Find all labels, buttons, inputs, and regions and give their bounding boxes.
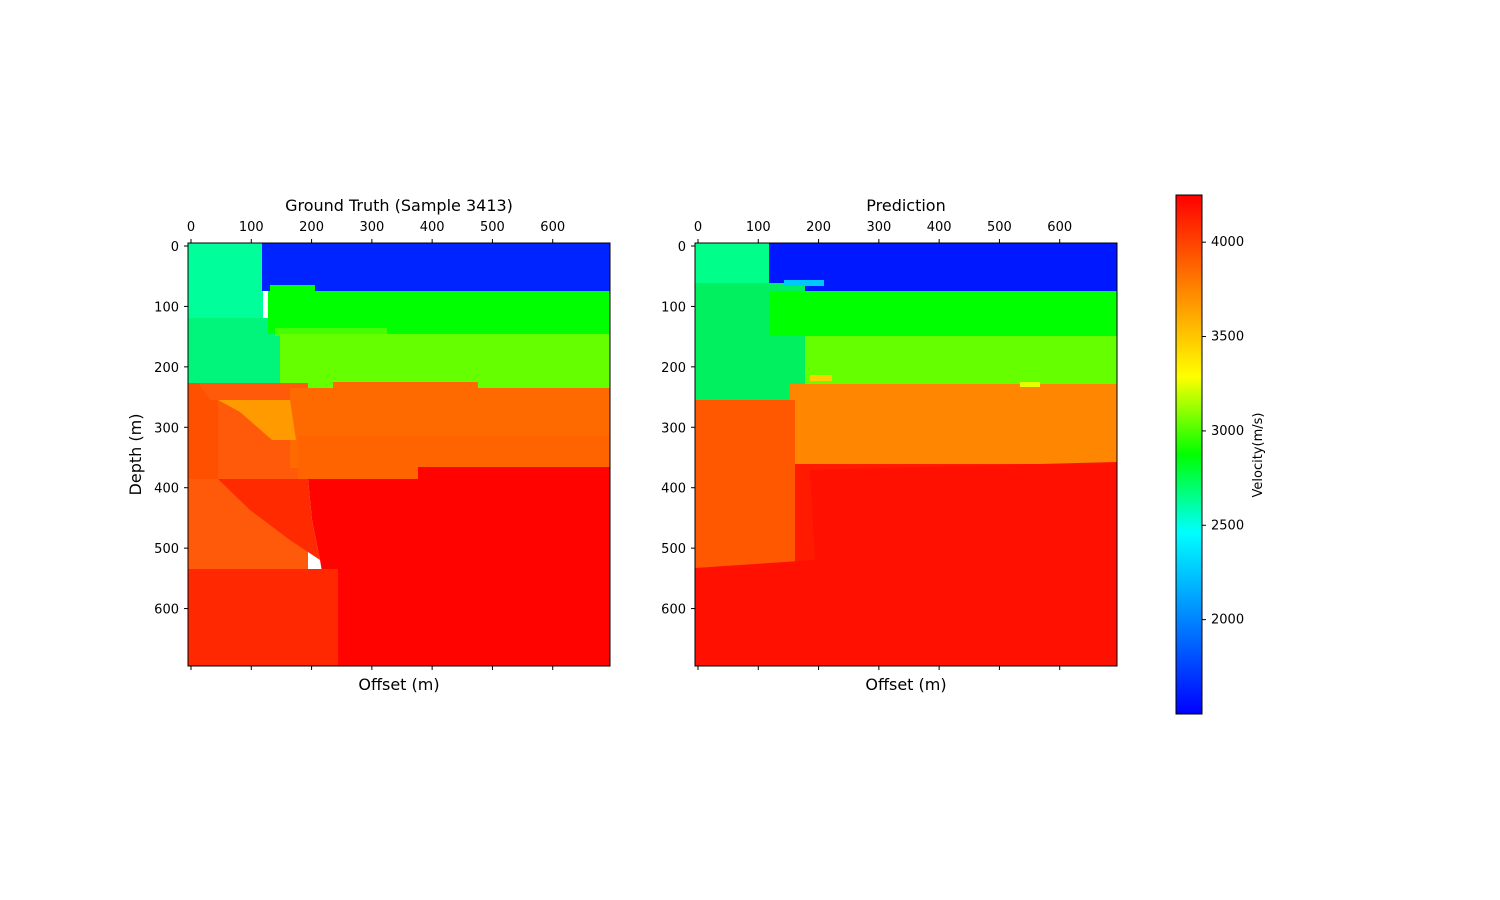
gt-stair-edge	[188, 383, 218, 479]
gt-layer-2-step	[270, 285, 315, 295]
prediction-axes-frame	[694, 242, 1118, 667]
gt-wedge	[218, 400, 296, 440]
pred-x-tick-label-600: 600	[1047, 220, 1072, 235]
ground-truth-axes-frame	[187, 242, 611, 667]
gt-x-tick-label-600: 600	[540, 220, 565, 235]
pred-y-tick-label-0: 0	[678, 240, 686, 255]
ground-truth-y-label: Depth (m)	[126, 414, 145, 496]
pred-x-tick-label-300: 300	[866, 220, 891, 235]
colorbar-tick-label-2000: 2000	[1211, 613, 1244, 628]
gt-x-tick-label-0: 0	[187, 220, 195, 235]
prediction-title: Prediction	[866, 196, 945, 215]
pred-flaw	[784, 280, 824, 286]
pred-layer-3	[805, 336, 1117, 384]
gt-y-tick-label-100: 100	[154, 300, 179, 315]
ground-truth-x-ticks: 0 100 200 300 400 500 600	[187, 220, 565, 670]
pred-y-tick-label-500: 500	[661, 542, 686, 557]
colorbar-label: Velocity(m/s)	[1251, 413, 1266, 498]
gt-x-tick-label-500: 500	[480, 220, 505, 235]
gt-x-tick-label-200: 200	[299, 220, 324, 235]
pred-x-tick-label-100: 100	[746, 220, 771, 235]
colorbar-tick-label-3000: 3000	[1211, 424, 1244, 439]
gt-layer-2	[268, 291, 610, 334]
gt-x-tick-label-300: 300	[359, 220, 384, 235]
prediction-x-ticks: 0 100 200 300 400 500 600	[694, 220, 1072, 670]
pred-water-layer	[768, 243, 1117, 291]
ground-truth-x-label: Offset (m)	[358, 675, 439, 694]
prediction-y-ticks: 0 100 200 300 400 500 600	[661, 240, 695, 618]
gt-layer-4-step	[333, 382, 478, 390]
colorbar-tick-label-4000: 4000	[1211, 235, 1244, 250]
gt-upper-left-block-b	[188, 318, 283, 388]
ground-truth-y-ticks: 0 100 200 300 400 500 600	[154, 240, 188, 618]
pred-y-tick-label-300: 300	[661, 421, 686, 436]
prediction-x-label: Offset (m)	[865, 675, 946, 694]
gt-deep-block	[308, 467, 610, 666]
gt-bottom-left	[188, 569, 338, 666]
pred-deep-red	[695, 462, 1117, 666]
gt-y-tick-label-400: 400	[154, 482, 179, 497]
pred-upper-left-block	[695, 243, 769, 283]
colorbar-tick-label-2500: 2500	[1211, 518, 1244, 533]
gt-x-tick-label-100: 100	[239, 220, 264, 235]
gt-y-tick-label-300: 300	[154, 421, 179, 436]
pred-x-tick-label-0: 0	[694, 220, 702, 235]
pred-left-orange	[695, 400, 795, 568]
prediction-velocity-map	[695, 243, 1117, 666]
pred-layer-2	[769, 291, 1117, 336]
pred-layer-4	[790, 384, 1117, 464]
gt-x-tick-label-400: 400	[420, 220, 445, 235]
ground-truth-velocity-map	[188, 243, 610, 666]
ground-truth-panel: Ground Truth (Sample 3413)	[126, 196, 611, 694]
gt-y-tick-label-0: 0	[171, 240, 179, 255]
pred-y-tick-label-200: 200	[661, 361, 686, 376]
gt-layer-3	[275, 328, 387, 336]
pred-y-tick-label-400: 400	[661, 482, 686, 497]
colorbar-gradient	[1175, 194, 1203, 715]
gt-y-tick-label-500: 500	[154, 542, 179, 557]
pred-y-tick-label-100: 100	[661, 300, 686, 315]
prediction-panel: Prediction 0 100 200 300 400 500 600 0 100 200 30…	[661, 196, 1118, 694]
pred-x-tick-label-200: 200	[806, 220, 831, 235]
gt-y-tick-label-600: 600	[154, 603, 179, 618]
pred-x-tick-label-500: 500	[987, 220, 1012, 235]
gt-water-layer	[262, 243, 610, 291]
colorbar-tick-label-3500: 3500	[1211, 330, 1244, 345]
colorbar: 2000 2500 3000 3500 4000 Velocity(m/s)	[1175, 194, 1266, 715]
pred-x-tick-label-400: 400	[927, 220, 952, 235]
pred-y-tick-label-600: 600	[661, 603, 686, 618]
colorbar-ticks: 2000 2500 3000 3500 4000	[1202, 235, 1244, 628]
gt-deep-wedge	[218, 479, 320, 560]
gt-layer-3-main	[280, 334, 610, 388]
pred-highlight-2	[1020, 382, 1040, 387]
ground-truth-title: Ground Truth (Sample 3413)	[285, 196, 513, 215]
gt-y-tick-label-200: 200	[154, 361, 179, 376]
pred-highlight	[810, 375, 832, 381]
